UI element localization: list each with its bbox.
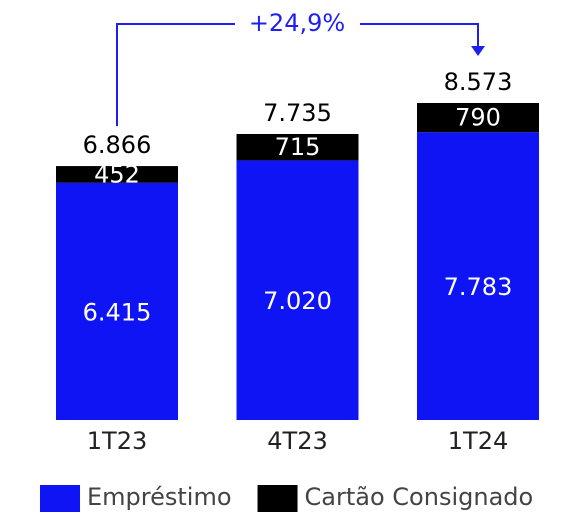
segment-label: 790 (455, 104, 501, 132)
bar-segment (56, 182, 178, 420)
x-tick-label: 1T23 (87, 427, 147, 455)
legend-swatch (40, 485, 80, 512)
bar-segment (417, 132, 539, 420)
segment-label: 6.415 (83, 298, 152, 326)
total-label: 6.866 (83, 131, 152, 159)
bar-segment (56, 166, 178, 183)
x-tick-label: 4T23 (267, 427, 327, 455)
segment-label: 7.020 (263, 287, 332, 315)
bar-segment (236, 160, 359, 420)
segment-label: 715 (275, 133, 321, 161)
arrow-head (471, 46, 485, 56)
bar-segment (417, 103, 539, 133)
arrow-line (116, 23, 479, 127)
total-label: 7.735 (263, 99, 332, 127)
segment-label: 7.783 (444, 273, 513, 301)
bar-segment (236, 133, 359, 161)
legend-label: Empréstimo (87, 483, 232, 511)
annotation: +24,9% (249, 9, 345, 37)
legend-swatch (257, 485, 298, 512)
legend-label: Cartão Consignado (305, 483, 534, 511)
segment-label: 452 (94, 160, 140, 188)
x-tick-label: 1T24 (448, 427, 508, 455)
total-label: 8.573 (444, 68, 513, 96)
